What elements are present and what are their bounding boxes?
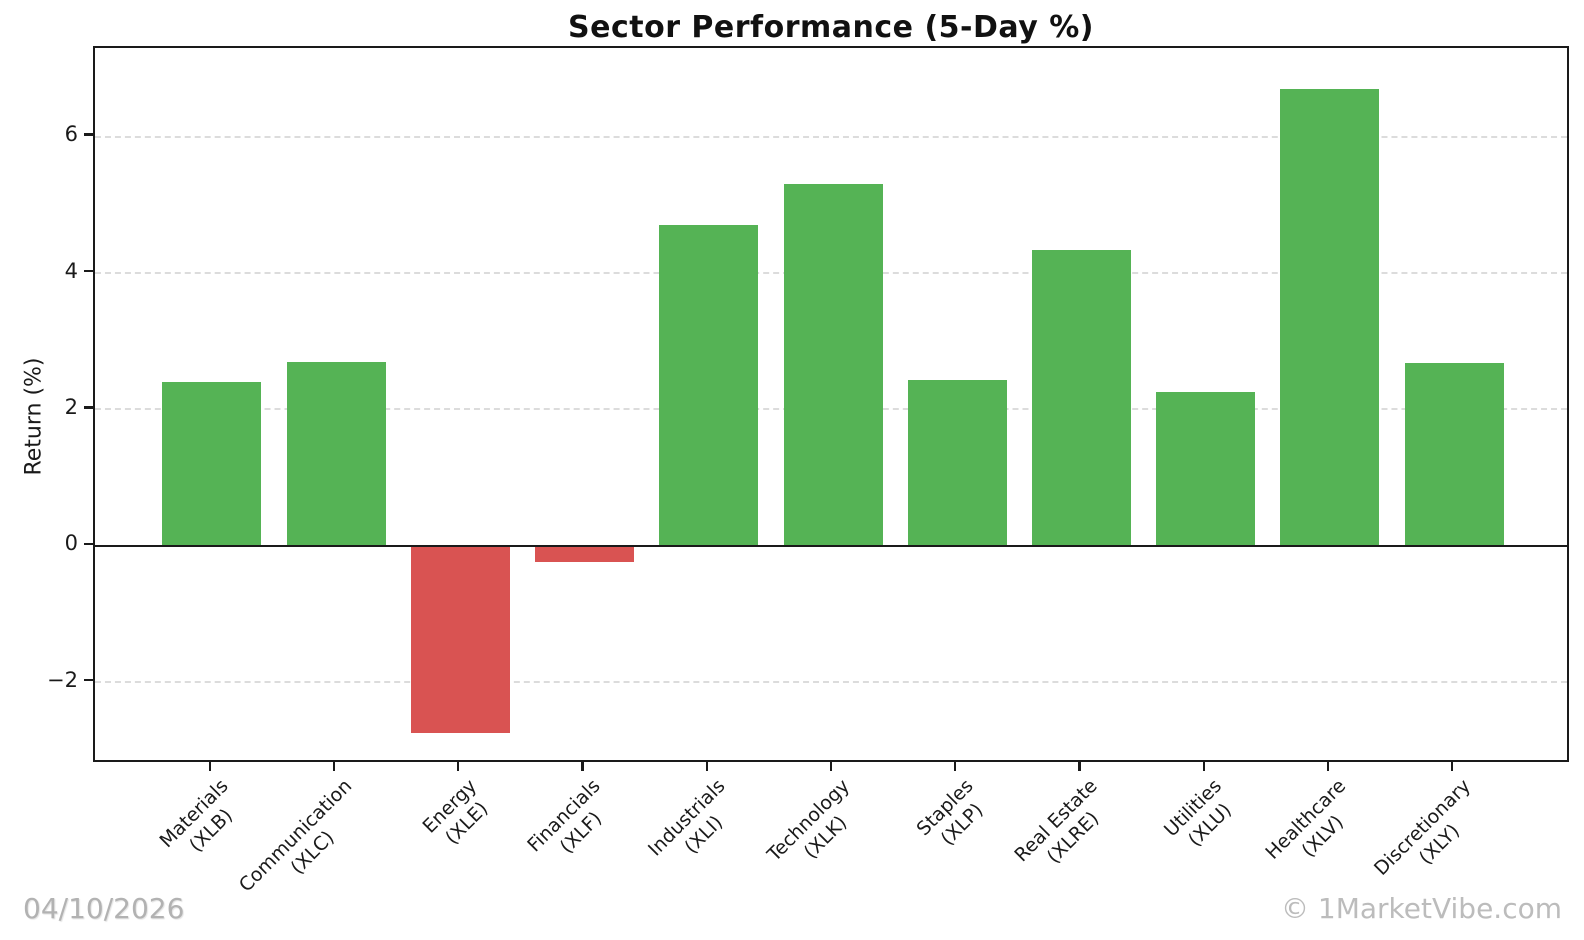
x-label-xly: Discretionary (XLY) — [1369, 775, 1475, 880]
bar-xlu — [1156, 392, 1256, 546]
bar-xlf — [535, 545, 634, 563]
x-tick-xli — [705, 762, 708, 771]
x-tick-xly — [1451, 762, 1454, 771]
x-label-xlb: Materials (XLB) — [155, 775, 237, 857]
x-tick-xlk — [829, 762, 833, 771]
x-label-xlv: Healthcare (XLV) — [1261, 775, 1351, 864]
y-tick-mark-4 — [84, 269, 93, 273]
x-label-xlu: Utilities (XLU) — [1160, 775, 1236, 851]
y-tick-mark-2 — [84, 406, 93, 409]
gridline--2 — [95, 681, 1567, 684]
x-tick-xlp — [954, 762, 957, 771]
y-tick-label--2: −2 — [47, 667, 78, 692]
x-tick-xlc — [332, 762, 336, 771]
bar-xli — [659, 225, 759, 546]
plot-area — [93, 46, 1569, 762]
x-tick-xlb — [208, 762, 211, 771]
bar-xlp — [907, 380, 1007, 546]
x-tick-xlu — [1202, 762, 1205, 771]
x-tick-xle — [457, 762, 460, 771]
watermark-text: © 1MarketVibe.com — [1281, 892, 1562, 925]
y-tick-label-0: 0 — [64, 531, 78, 556]
gridline-6 — [95, 135, 1567, 138]
x-label-xlre: Real Estate (XLRE) — [1010, 775, 1104, 868]
y-tick-mark-6 — [84, 133, 93, 136]
x-label-xlf: Financials (XLF) — [523, 775, 607, 858]
y-tick-label-6: 6 — [64, 122, 78, 147]
y-tick-mark-0 — [84, 542, 93, 545]
bar-xly — [1404, 363, 1504, 546]
bar-xlb — [162, 382, 262, 546]
y-tick-mark--2 — [84, 678, 93, 682]
bar-xlk — [783, 184, 883, 546]
bar-xlre — [1031, 249, 1131, 546]
chart-title: Sector Performance (5-Day %) — [568, 10, 1094, 45]
bar-xle — [410, 545, 510, 734]
x-label-xlp: Staples (XLP) — [912, 775, 988, 850]
x-label-xle: Energy (XLE) — [418, 775, 492, 849]
zero-line — [95, 544, 1567, 547]
date-text: 04/10/2026 — [23, 892, 185, 925]
x-label-xli: Industrials (XLI) — [643, 775, 730, 861]
bar-xlv — [1280, 88, 1380, 546]
x-tick-xlf — [581, 762, 584, 771]
x-tick-xlre — [1078, 762, 1081, 771]
y-tick-label-2: 2 — [64, 394, 78, 419]
x-tick-xlv — [1326, 762, 1330, 771]
bar-xlc — [286, 361, 386, 546]
y-tick-label-4: 4 — [64, 258, 78, 283]
x-label-xlc: Communication (XLC) — [235, 775, 357, 897]
x-label-xlk: Technology (XLK) — [762, 775, 854, 866]
